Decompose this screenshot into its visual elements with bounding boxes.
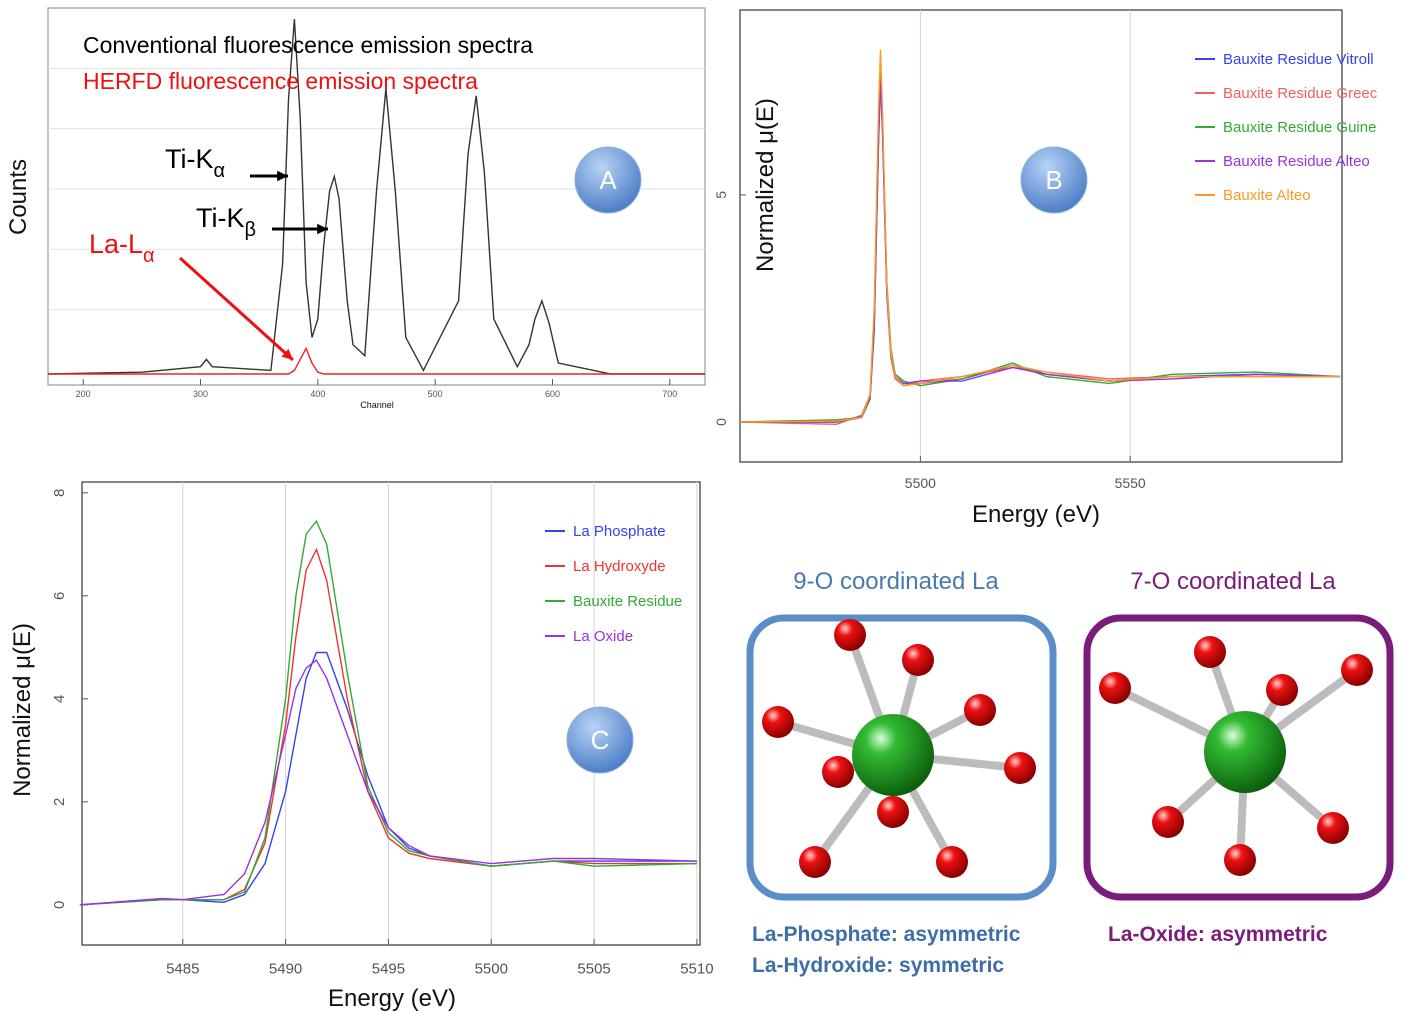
annotation-sub: α bbox=[143, 245, 155, 267]
annotation-sub: β bbox=[245, 219, 257, 241]
annotation: Ti-Kβ bbox=[196, 203, 256, 241]
legend-label: Bauxite Residue Alteo bbox=[1223, 153, 1370, 170]
series-line bbox=[79, 659, 697, 906]
molecule bbox=[762, 619, 1036, 878]
legend-label: La Hydroxyde bbox=[573, 558, 666, 575]
y-tick-label: 0 bbox=[713, 418, 729, 426]
o-atom bbox=[834, 619, 866, 651]
legend-label: Bauxite Residue bbox=[573, 593, 682, 610]
y-tick-label: 8 bbox=[51, 489, 68, 497]
y-tick-label: 4 bbox=[51, 695, 68, 703]
panel-label: C bbox=[591, 725, 610, 755]
x-tick-label: 5500 bbox=[475, 960, 508, 977]
x-axis-label: Energy (eV) bbox=[972, 501, 1100, 528]
annotation-text: Ti-K bbox=[196, 203, 245, 233]
legend-label: Bauxite Residue Vitroll bbox=[1223, 51, 1374, 68]
o-atom bbox=[1099, 672, 1131, 704]
x-tick-label: 5490 bbox=[269, 960, 302, 977]
legend-label: La Phosphate bbox=[573, 523, 666, 540]
x-tick-label: 500 bbox=[428, 389, 443, 399]
y-tick-label: 6 bbox=[51, 592, 68, 600]
molecule bbox=[1099, 636, 1373, 876]
panel-badge bbox=[574, 146, 642, 214]
o-atom bbox=[799, 846, 831, 878]
panel-label: B bbox=[1045, 165, 1062, 195]
y-axis-label: Normalized μ(E) bbox=[9, 623, 36, 797]
o-atom bbox=[1341, 654, 1373, 686]
legend-label: Bauxite Alteo bbox=[1223, 187, 1311, 204]
o-atom bbox=[762, 706, 794, 738]
x-tick-label: 5505 bbox=[577, 960, 610, 977]
y-axis-label: Counts bbox=[5, 159, 32, 235]
x-tick-label: 200 bbox=[76, 389, 91, 399]
x-axis-label: Channel bbox=[360, 400, 394, 410]
y-tick-label: 0 bbox=[51, 901, 68, 909]
o-atom bbox=[1004, 752, 1036, 784]
x-tick-label: 5495 bbox=[372, 960, 405, 977]
x-tick-label: 5510 bbox=[680, 960, 713, 977]
annotation-arrowhead bbox=[277, 170, 288, 182]
x-tick-label: 300 bbox=[193, 389, 208, 399]
panel-badge bbox=[1020, 146, 1088, 214]
x-tick-label: 700 bbox=[662, 389, 677, 399]
chart-title: Conventional fluorescence emission spect… bbox=[83, 32, 533, 58]
y-tick-label: 2 bbox=[51, 798, 68, 806]
la-atom bbox=[852, 714, 934, 796]
chart: 5485 5490 5495 5500 5505 5510 0 2 4 6 8 La Phosphat… bbox=[9, 481, 714, 1011]
annotation-text: Ti-K bbox=[165, 144, 214, 174]
o-atom bbox=[877, 796, 909, 828]
series-line bbox=[48, 346, 705, 375]
o-atom bbox=[902, 644, 934, 676]
o-atom bbox=[822, 756, 854, 788]
structure-title: 7-O coordinated La bbox=[1130, 568, 1336, 595]
o-atom bbox=[1194, 636, 1226, 668]
plot-area bbox=[739, 9, 1343, 463]
structure-caption: La-Hydroxide: symmetric bbox=[752, 954, 1004, 977]
legend-label: Bauxite Residue Greec bbox=[1223, 85, 1378, 102]
x-axis-label: Energy (eV) bbox=[328, 985, 456, 1011]
structure-caption: La-Phosphate: asymmetric bbox=[752, 923, 1021, 946]
annotation-arrowhead bbox=[317, 223, 328, 235]
series-line bbox=[47, 18, 705, 375]
x-tick-label: 600 bbox=[545, 389, 560, 399]
annotation-arrowhead bbox=[281, 348, 293, 360]
o-atom bbox=[1152, 806, 1184, 838]
annotation-arrow bbox=[178, 256, 295, 362]
structure-frame bbox=[1083, 614, 1394, 901]
y-tick-label: 5 bbox=[713, 191, 729, 199]
chart: 200 300 400 500 600 700 Channel Counts A Conventi… bbox=[5, 7, 706, 410]
annotation-text: La-L bbox=[89, 229, 143, 259]
structure-title: 9-O coordinated La bbox=[793, 568, 999, 595]
annotation-sub: α bbox=[214, 160, 226, 182]
x-tick-label: 5500 bbox=[905, 475, 936, 491]
panel-label: A bbox=[599, 165, 617, 195]
chart-subtitle: HERFD fluorescence emission spectra bbox=[83, 68, 478, 94]
annotation: La-Lα bbox=[89, 229, 155, 267]
o-atom bbox=[964, 694, 996, 726]
series-line bbox=[79, 519, 697, 906]
structure-frame bbox=[746, 614, 1057, 901]
o-atom bbox=[1224, 844, 1256, 876]
x-tick-label: 400 bbox=[310, 389, 325, 399]
o-atom bbox=[936, 846, 968, 878]
o-atom bbox=[1266, 674, 1298, 706]
annotation: Ti-Kα bbox=[165, 144, 225, 182]
legend-label: Bauxite Residue Guine bbox=[1223, 119, 1376, 136]
series-line bbox=[739, 49, 1340, 423]
legend-label: La Oxide bbox=[573, 628, 633, 645]
o-atom bbox=[1317, 812, 1349, 844]
panel-badge bbox=[566, 706, 634, 774]
x-tick-label: 5550 bbox=[1115, 475, 1146, 491]
la-atom bbox=[1204, 711, 1286, 793]
x-tick-label: 5485 bbox=[166, 960, 199, 977]
y-axis-label: Normalized μ(E) bbox=[752, 98, 779, 272]
chart: 5500 5550 0 5 Bauxite Residue Vitroll Bauxite… bbox=[713, 9, 1378, 528]
structure-caption: La-Oxide: asymmetric bbox=[1108, 923, 1328, 946]
